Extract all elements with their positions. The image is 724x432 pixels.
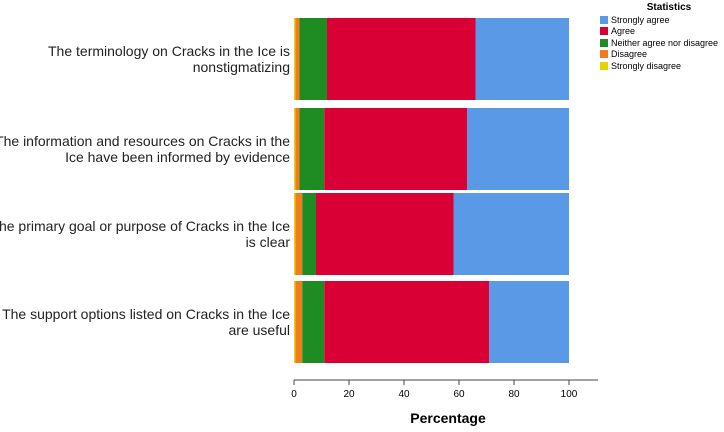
bar-segment-agree-row-4 xyxy=(324,281,490,363)
legend-item-strongly-agree: Strongly agree xyxy=(600,14,724,26)
legend: Statistics Strongly agree Agree Neither ag… xyxy=(600,2,724,72)
category-labels: The terminology on Cracks in the Ice is n… xyxy=(0,43,290,338)
bar-segment-neither-agree-nor-disagree-row-4 xyxy=(302,281,325,363)
legend-swatch xyxy=(600,15,608,24)
bar-segment-strongly-disagree-row-1 xyxy=(294,18,296,100)
bar-segment-neither-agree-nor-disagree-row-1 xyxy=(299,18,327,100)
legend-swatch xyxy=(600,38,608,47)
legend-swatch xyxy=(600,61,608,70)
bar-segment-strongly-disagree-row-2 xyxy=(294,108,296,190)
bar-segment-agree-row-1 xyxy=(327,18,476,100)
x-tick-label-80: 80 xyxy=(508,389,520,400)
legend-swatch xyxy=(600,50,608,59)
legend-items: Strongly agree Agree Neither agree nor dis… xyxy=(600,14,724,72)
bar-segment-neither-agree-nor-disagree-row-2 xyxy=(299,108,325,190)
bar-segment-strongly-agree-row-4 xyxy=(489,281,569,363)
legend-label: Agree xyxy=(611,26,636,37)
bar-segment-strongly-agree-row-2 xyxy=(467,108,569,190)
x-tick-label-40: 40 xyxy=(398,389,410,400)
legend-label: Strongly agree xyxy=(611,14,670,25)
x-axis-title: Percentage xyxy=(410,410,486,426)
legend-item-neither-agree-nor-disagree: Neither agree nor disagree xyxy=(600,37,724,49)
bars-group xyxy=(294,18,569,363)
bar-segment-neither-agree-nor-disagree-row-3 xyxy=(302,193,316,275)
bar-segment-strongly-disagree-row-4 xyxy=(294,281,296,363)
legend-label: Neither agree nor disagree xyxy=(611,37,719,48)
x-tick-label-20: 20 xyxy=(343,389,355,400)
bar-segment-agree-row-2 xyxy=(324,108,468,190)
category-label-2: The information and resources on Cracks … xyxy=(0,133,290,165)
legend-swatch xyxy=(600,27,608,36)
bar-segment-disagree-row-3 xyxy=(295,193,303,275)
legend-item-agree: Agree xyxy=(600,26,724,38)
bar-segment-agree-row-3 xyxy=(316,193,454,275)
category-label-1: The terminology on Cracks in the Ice is n… xyxy=(48,43,290,75)
legend-label: Disagree xyxy=(611,49,648,60)
legend-item-disagree: Disagree xyxy=(600,49,724,61)
legend-item-strongly-disagree: Strongly disagree xyxy=(600,60,724,72)
bar-segment-strongly-disagree-row-3 xyxy=(294,193,296,275)
bar-segment-disagree-row-1 xyxy=(295,18,300,100)
x-tick-label-100: 100 xyxy=(561,389,578,400)
category-label-3: The primary goal or purpose of Cracks in… xyxy=(0,218,290,250)
x-tick-label-0: 0 xyxy=(291,389,297,400)
x-ticks: 0 20 40 60 80 100 xyxy=(291,380,578,400)
legend-label: Strongly disagree xyxy=(611,60,682,71)
bar-segment-strongly-agree-row-1 xyxy=(475,18,569,100)
bar-segment-disagree-row-4 xyxy=(295,281,303,363)
category-label-4: The support options listed on Cracks in … xyxy=(2,306,290,338)
x-tick-label-60: 60 xyxy=(453,389,465,400)
legend-title: Statistics xyxy=(646,2,692,13)
bar-segment-disagree-row-2 xyxy=(295,108,300,190)
bar-segment-strongly-agree-row-3 xyxy=(453,193,569,275)
